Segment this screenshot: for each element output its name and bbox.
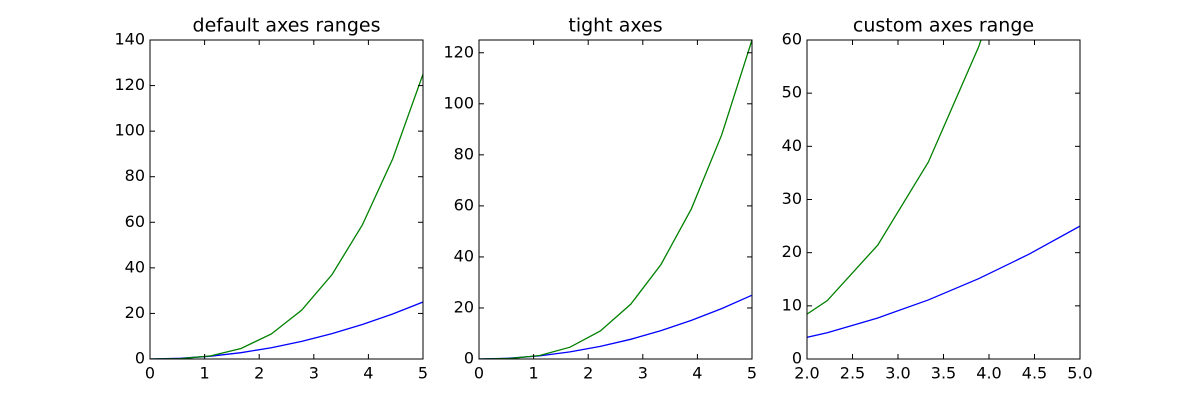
y-tick-label: 60 <box>454 195 474 214</box>
y-tick-label: 80 <box>454 144 474 163</box>
x-tick-label: 3 <box>638 364 648 383</box>
y-tick-label: 60 <box>125 212 145 231</box>
y-tick-label: 100 <box>443 93 474 112</box>
x-tick-label: 1 <box>200 364 210 383</box>
x-tick-label: 4.5 <box>1022 364 1047 383</box>
x-tick-label: 0 <box>145 364 155 383</box>
y-tick-label: 0 <box>135 349 145 368</box>
x-tick-label: 5 <box>747 364 757 383</box>
x-tick-label: 2 <box>254 364 264 383</box>
x-tick-label: 3 <box>309 364 319 383</box>
y-tick-label: 30 <box>782 189 802 208</box>
x-tick-label: 5 <box>418 364 428 383</box>
y-tick-label: 0 <box>464 349 474 368</box>
subplot: default axes ranges 0 1 2 3 4 5 0 20 40 60 80 100 120… <box>114 15 428 383</box>
x-tick-label: 0 <box>474 364 484 383</box>
x-tick-label: 2.0 <box>794 364 819 383</box>
y-tick-label: 50 <box>782 83 802 102</box>
y-tick-label: 100 <box>114 121 145 140</box>
data-line <box>807 40 982 315</box>
y-tick-label: 40 <box>125 257 145 276</box>
y-tick-label: 120 <box>114 75 145 94</box>
x-tick-label: 3.0 <box>885 364 910 383</box>
subplot-title: tight axes <box>568 15 662 37</box>
subplot-title: default axes ranges <box>193 15 381 37</box>
y-tick-label: 0 <box>792 349 802 368</box>
x-tick-label: 2 <box>583 364 593 383</box>
y-tick-label: 20 <box>125 303 145 322</box>
subplot-title: custom axes range <box>853 15 1034 37</box>
x-tick-label: 5.0 <box>1067 364 1092 383</box>
y-tick-label: 40 <box>454 246 474 265</box>
subplot: tight axes 0 1 2 3 4 5 0 20 40 60 80 100 120 <box>443 15 757 383</box>
y-tick-label: 60 <box>782 30 802 49</box>
x-tick-label: 1 <box>529 364 539 383</box>
x-tick-label: 3.5 <box>931 364 956 383</box>
x-tick-label: 4 <box>363 364 373 383</box>
x-tick-label: 4.0 <box>976 364 1001 383</box>
data-line <box>807 225 1080 339</box>
y-tick-label: 140 <box>114 30 145 49</box>
data-line <box>479 40 752 359</box>
axes-frame <box>149 39 424 360</box>
axes-frame <box>478 39 753 360</box>
y-tick-label: 80 <box>125 166 145 185</box>
y-tick-label: 20 <box>782 242 802 261</box>
x-tick-label: 4 <box>692 364 702 383</box>
y-tick-label: 120 <box>443 42 474 61</box>
x-tick-label: 2.5 <box>840 364 865 383</box>
y-tick-label: 40 <box>782 136 802 155</box>
data-line <box>150 73 423 359</box>
y-tick-label: 10 <box>782 295 802 314</box>
y-tick-label: 20 <box>454 297 474 316</box>
subplot: custom axes range 2.0 2.5 3.0 3.5 4.0 4.5 5.0 0 1… <box>782 15 1093 383</box>
